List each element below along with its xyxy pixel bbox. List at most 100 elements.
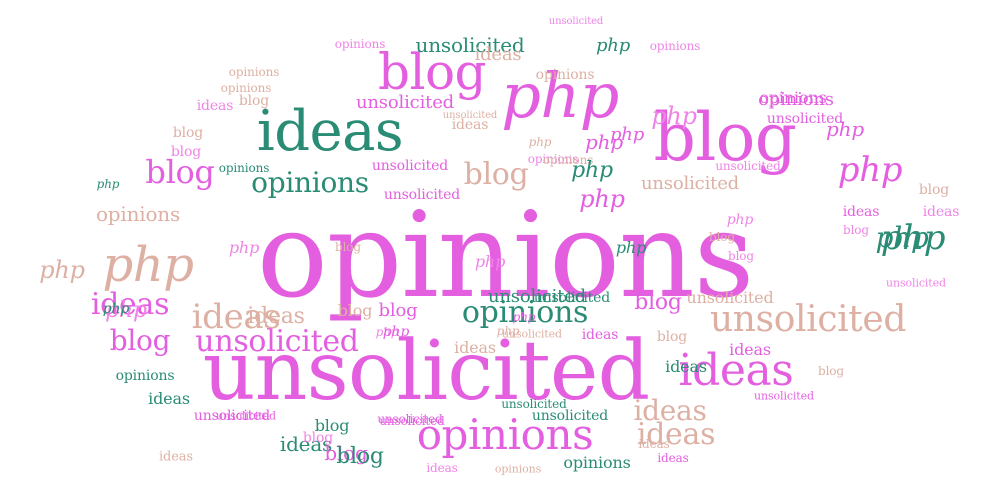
word-unsolicited: unsolicited [715,159,781,173]
word-php: php [39,256,85,284]
word-php: php [880,218,946,258]
word-unsolicited: unsolicited [487,286,587,307]
word-php: php [382,324,410,340]
word-unsolicited: unsolicited [533,290,611,306]
word-blog: blog [463,157,529,192]
word-opinions: opinions [228,65,280,79]
word-opinions: opinions [416,410,594,459]
word-php: php [496,324,520,338]
word-blog: blog [170,144,202,160]
word-ideas: ideas [247,304,305,329]
word-unsolicited: unsolicited [766,111,844,127]
word-php: php [651,102,697,130]
word-blog: blog [728,249,754,263]
word-unsolicited: unsolicited [379,414,445,428]
word-blog: blog [302,430,334,446]
word-unsolicited: unsolicited [193,408,271,424]
word-opinions: opinions [542,153,594,167]
word-php: php [875,221,929,254]
word-blog: blog [656,329,688,345]
word-unsolicited: unsolicited [216,409,276,423]
word-php: php [609,124,645,145]
word-ideas: ideas [148,389,190,408]
word-php: php [375,325,399,339]
word-php: php [579,185,625,213]
word-unsolicited: unsolicited [548,16,604,27]
word-php: php [228,238,260,257]
word-php: php [837,150,903,190]
word-unsolicited: unsolicited [531,408,609,424]
word-opinions: opinions [563,453,631,472]
word-blog: blog [843,223,869,237]
word-blog: blog [324,441,368,465]
word-php: php [96,177,120,191]
word-php: php [501,59,619,132]
word-ideas: ideas [426,461,458,475]
word-blog: blog [709,230,735,244]
word-opinions: opinions [334,37,386,51]
word-opinions: opinions [535,67,595,83]
word-blog: blog [145,153,215,191]
word-ideas: ideas [657,451,689,465]
word-blog: blog [377,43,487,101]
word-unsolicited: unsolicited [355,92,455,113]
word-php: php [571,158,613,183]
word-php: php [826,117,864,141]
word-ideas: ideas [256,99,404,164]
word-ideas: ideas [474,44,522,65]
word-ideas: ideas [451,117,489,133]
word-ideas: ideas [454,338,496,357]
word-ideas: ideas [665,357,707,376]
word-blog: blog [335,240,361,254]
word-blog: blog [238,93,270,109]
word-opinions: opinions [251,166,369,199]
word-opinions: opinions [220,81,272,95]
word-php: php [102,237,194,293]
word-unsolicited: unsolicited [886,276,946,290]
word-opinions: opinions [758,89,834,110]
word-unsolicited: unsolicited [709,299,907,340]
word-unsolicited: unsolicited [640,173,740,194]
word-php: php [726,212,754,228]
word-ideas: ideas [678,345,794,396]
word-php: php [512,310,536,324]
word-opinions: opinions [461,295,589,330]
word-unsolicited: unsolicited [415,33,525,57]
word-ideas: ideas [279,432,333,456]
word-ideas: ideas [90,287,170,322]
word-blog: blog [378,300,418,321]
word-ideas: ideas [191,297,281,337]
word-unsolicited: unsolicited [442,110,498,121]
word-ideas: ideas [638,437,670,451]
word-unsolicited: unsolicited [202,324,650,419]
word-php: php [615,238,647,257]
word-php: php [474,252,506,271]
word-blog: blog [634,290,682,315]
word-php: php [105,298,147,323]
word-opinions: opinions [256,186,754,324]
word-blog: blog [653,99,797,176]
word-opinions: opinions [218,161,270,175]
word-php: php [102,301,130,317]
word-opinions: opinions [95,202,181,226]
word-blog: blog [109,324,171,357]
word-ideas: ideas [729,340,771,359]
word-blog: blog [314,416,350,435]
word-unsolicited: unsolicited [502,327,562,341]
word-ideas: ideas [581,327,619,343]
word-blog: blog [818,364,844,378]
word-ideas: ideas [842,204,880,220]
word-unsolicited: unsolicited [371,158,449,174]
word-blog: blog [172,125,204,141]
word-unsolicited: unsolicited [686,288,774,307]
word-blog: blog [337,301,373,320]
word-blog: blog [918,182,950,198]
word-unsolicited: unsolicited [754,389,814,403]
word-ideas: ideas [633,394,707,427]
word-ideas: ideas [636,417,716,452]
word-ideas: ideas [196,98,234,114]
word-php: php [585,130,623,154]
word-php: php [528,135,552,149]
word-opinions: opinions [527,152,579,166]
